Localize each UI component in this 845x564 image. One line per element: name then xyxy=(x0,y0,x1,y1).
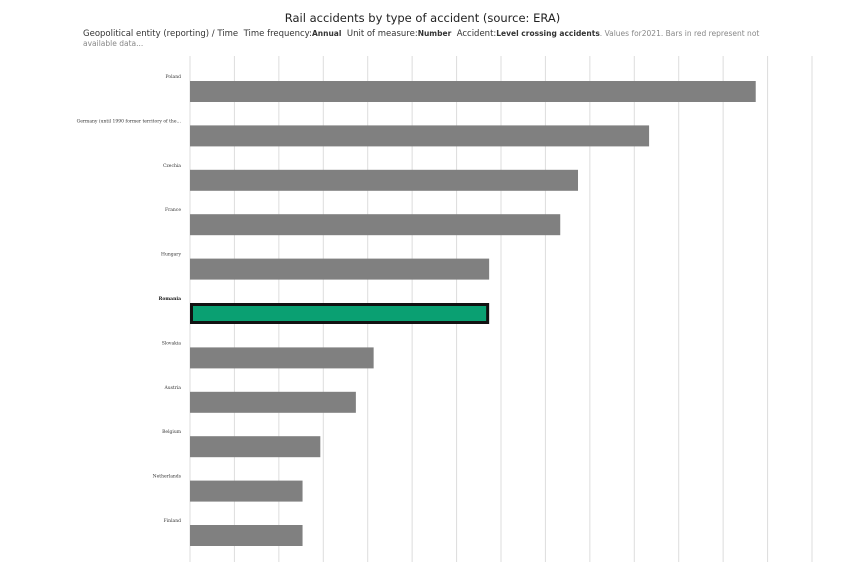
dimension-value-frequency: Annual xyxy=(311,29,342,38)
chart-subtitle: Geopolitical entity (reporting) / Time T… xyxy=(83,29,763,49)
category-label: Romania xyxy=(159,296,181,302)
category-label: Slovakia xyxy=(162,340,182,346)
category-label: Finland xyxy=(164,518,181,524)
bar xyxy=(190,125,650,147)
category-label: Poland xyxy=(166,74,182,80)
dimension-label-frequency: Time frequency: xyxy=(243,29,312,39)
bar-highlighted xyxy=(190,303,490,324)
category-label: France xyxy=(165,207,181,213)
category-label: Germany (until 1990 former territory of … xyxy=(77,117,182,124)
bar xyxy=(190,258,490,280)
category-label: Austria xyxy=(163,385,181,391)
bar xyxy=(190,169,579,191)
dimension-label-accident: Accident: xyxy=(456,29,497,39)
category-label: Belgium xyxy=(162,429,182,435)
dimension-label-unit: Unit of measure: xyxy=(346,29,418,39)
bar xyxy=(190,391,356,413)
bar xyxy=(190,525,303,546)
bar xyxy=(190,347,374,369)
category-label: Hungary xyxy=(161,252,181,258)
bar xyxy=(190,436,321,458)
category-label: Netherlands xyxy=(153,474,182,480)
bar xyxy=(190,480,303,502)
chart-title: Rail accidents by type of accident (sour… xyxy=(284,11,561,25)
dimension-value-accident: Level crossing accidents xyxy=(496,29,600,38)
category-label: Czechia xyxy=(163,163,181,169)
dimension-value-unit: Number xyxy=(417,29,452,38)
chart-note: . Values for2021. Bars in red represent … xyxy=(83,29,760,48)
bar xyxy=(190,81,756,102)
bar xyxy=(190,214,561,236)
dimension-label-geo-time: Geopolitical entity (reporting) / Time xyxy=(83,29,239,39)
